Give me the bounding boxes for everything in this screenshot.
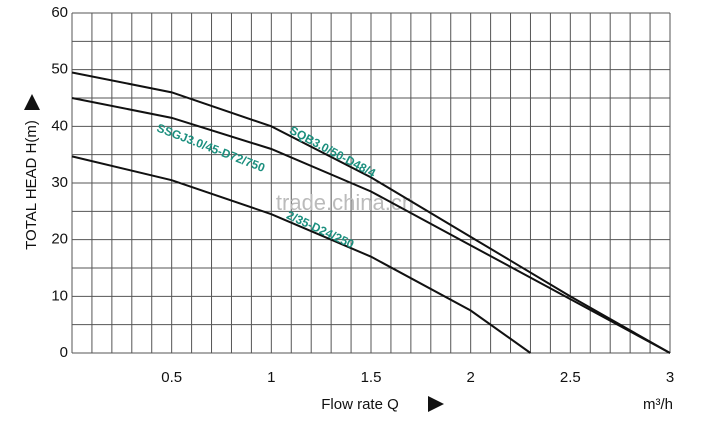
x-tick-label: 2.5 [560, 369, 581, 386]
curve [71, 97, 671, 354]
x-tick-label: 1 [267, 369, 275, 386]
y-tick-label: 0 [60, 344, 68, 361]
y-tick-label: 20 [51, 231, 68, 248]
y-tick-label: 40 [51, 117, 68, 134]
y-arrow [24, 94, 40, 110]
x-tick-label: 1.5 [361, 369, 382, 386]
x-tick-label: 0.5 [161, 369, 182, 386]
x-tick-label: 2 [466, 369, 474, 386]
curve-label: SQB3.0/50-D48/4 [287, 123, 378, 180]
x-arrow [428, 396, 444, 412]
x-axis-unit: m³/h [643, 396, 673, 413]
y-tick-label: 50 [51, 61, 68, 78]
x-axis-label: Flow rate Q [321, 396, 399, 413]
curve [71, 155, 532, 354]
y-tick-label: 60 [51, 4, 68, 21]
y-axis-label: TOTAL HEAD H(m) [23, 120, 40, 250]
y-tick-label: 10 [51, 287, 68, 304]
y-tick-label: 30 [51, 174, 68, 191]
curve [71, 71, 671, 354]
x-tick-label: 3 [666, 369, 674, 386]
